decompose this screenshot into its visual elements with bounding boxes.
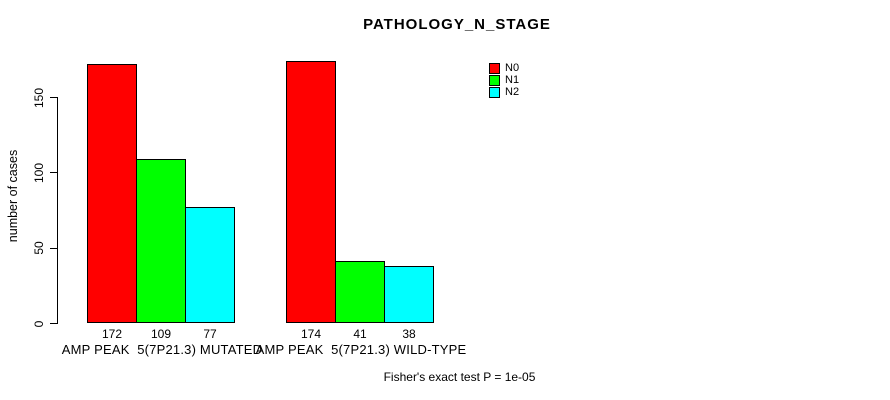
bar-n0-group2 <box>286 60 336 323</box>
legend-item-n1: N1 <box>489 75 519 86</box>
legend-item-n2: N2 <box>489 87 519 98</box>
y-axis-tick-label: 0 <box>32 320 46 327</box>
bar-n0-group1 <box>87 63 137 323</box>
bar-value-label: 38 <box>402 327 416 341</box>
bar-value-label: 174 <box>300 327 322 341</box>
y-axis-line <box>57 97 58 324</box>
bar-value-label: 172 <box>101 327 123 341</box>
legend-label: N0 <box>505 62 520 74</box>
legend-swatch <box>489 87 500 98</box>
y-axis-tick <box>50 172 57 174</box>
bar-n1-group1 <box>136 158 186 323</box>
legend: N0 N1 N2 <box>489 63 519 98</box>
y-axis-tick-label: 50 <box>32 241 46 255</box>
bar-value-label: 109 <box>150 327 172 341</box>
annotation-text: Fisher's exact test P = 1e-05 <box>383 370 536 384</box>
bar-value-label: 77 <box>203 327 217 341</box>
legend-item-n0: N0 <box>489 63 519 74</box>
y-axis-tick <box>50 247 57 249</box>
y-axis-tick-label: 100 <box>32 162 46 183</box>
legend-swatch <box>489 75 500 86</box>
legend-label: N2 <box>505 86 520 98</box>
bar-value-label: 41 <box>353 327 367 341</box>
x-category-label: AMP PEAK 5(7P21.3) MUTATED <box>61 342 263 357</box>
y-axis-tick-label: 150 <box>32 87 46 108</box>
bar-n2-group1 <box>185 206 235 323</box>
x-category-label: AMP PEAK 5(7P21.3) WILD-TYPE <box>255 342 467 357</box>
chart-title: PATHOLOGY_N_STAGE <box>363 16 551 33</box>
legend-label: N1 <box>505 74 520 86</box>
bar-n1-group2 <box>335 261 385 323</box>
bar-n2-group2 <box>384 265 434 323</box>
legend-swatch <box>489 63 500 74</box>
y-axis-tick <box>50 323 57 324</box>
y-axis-tick <box>50 97 57 98</box>
